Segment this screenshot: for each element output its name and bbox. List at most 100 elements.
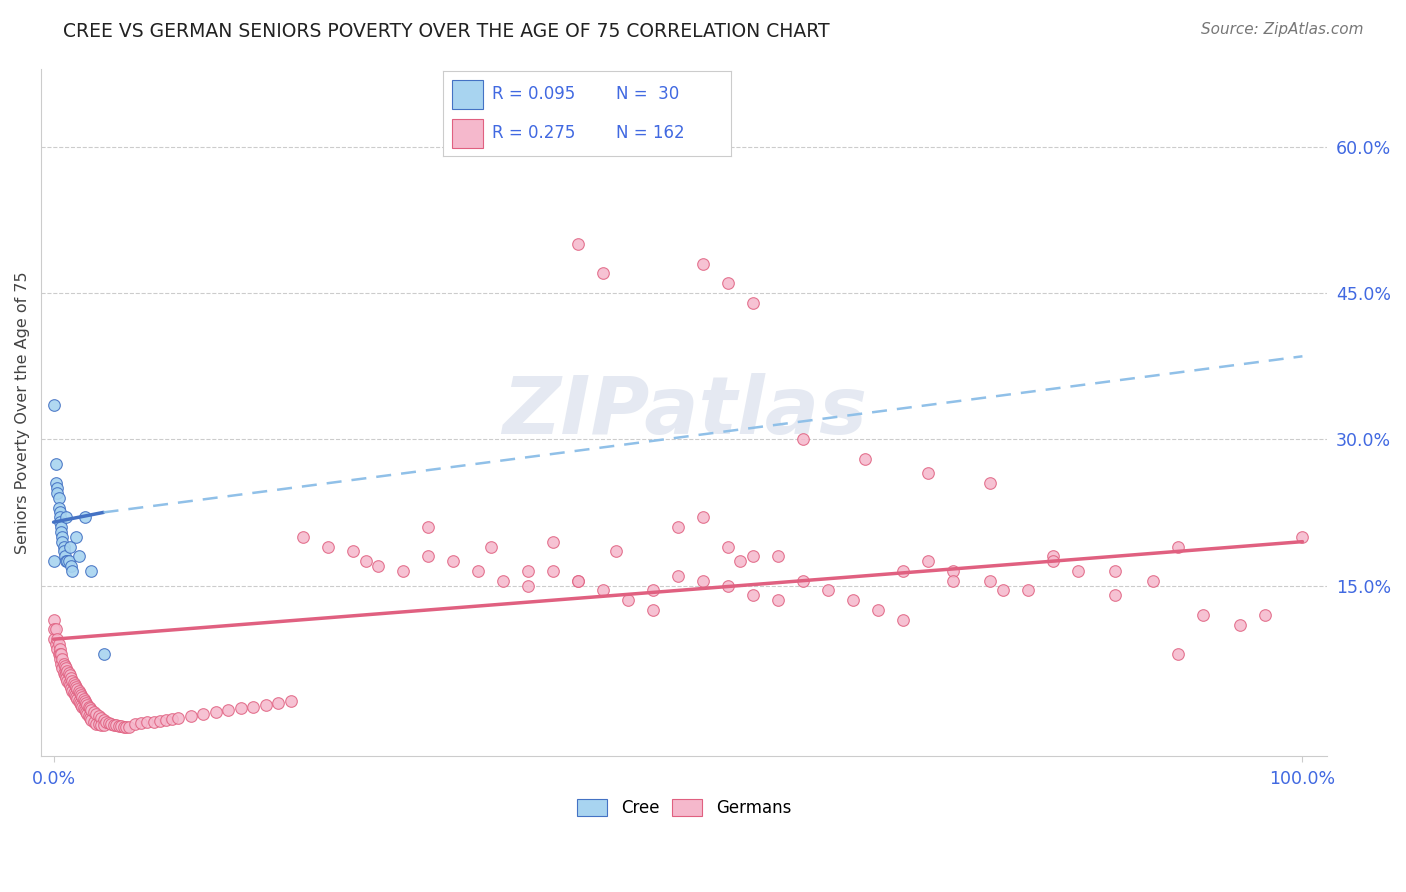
Point (49, 505, 72, 519)
Point (1104, 588, 1126, 602)
Point (62, 686, 84, 700)
Point (136, 715, 159, 730)
Point (42, 623, 65, 637)
Y-axis label: Seniors Poverty Over the Age of 75: Seniors Poverty Over the Age of 75 (15, 271, 30, 554)
Point (55, 661, 77, 675)
Point (205, 706, 228, 720)
Point (917, 554, 939, 568)
Point (73, 510, 96, 524)
Point (75, 706, 97, 720)
Point (354, 554, 377, 568)
Point (76, 707, 98, 722)
Point (70, 698, 93, 712)
Point (254, 698, 277, 712)
Point (605, 544, 627, 558)
Point (991, 583, 1014, 598)
Point (666, 139, 689, 153)
Point (73, 703, 96, 717)
Point (1167, 540, 1189, 554)
Point (541, 534, 564, 549)
Point (541, 564, 564, 578)
Point (692, 574, 714, 588)
Point (65, 690, 87, 704)
Point (72, 699, 94, 714)
Point (49, 651, 72, 665)
Point (73, 693, 96, 707)
Point (1229, 617, 1251, 632)
Point (1017, 583, 1039, 598)
Point (891, 613, 914, 627)
Point (229, 701, 252, 715)
Point (60, 559, 83, 574)
Point (59, 668, 82, 682)
Point (280, 693, 302, 707)
Point (49, 647, 72, 661)
Point (1142, 574, 1164, 588)
Point (692, 257, 714, 271)
Point (56, 554, 79, 568)
Point (617, 593, 640, 607)
Point (112, 720, 135, 734)
Point (55, 671, 77, 685)
Point (717, 578, 740, 592)
Point (94, 715, 117, 730)
Point (103, 718, 125, 732)
Point (49, 524, 72, 539)
Bar (451, 119, 484, 147)
Point (60, 671, 83, 685)
Point (162, 712, 184, 726)
Point (79, 701, 101, 715)
Point (479, 540, 502, 554)
Text: R = 0.095: R = 0.095 (492, 86, 575, 103)
Point (467, 564, 489, 578)
Point (51, 530, 73, 544)
Point (53, 658, 76, 673)
Point (42, 554, 65, 568)
Point (46, 632, 69, 647)
Point (90, 718, 112, 732)
Point (52, 657, 75, 671)
Point (742, 295, 765, 310)
Point (62, 676, 84, 690)
Point (69, 696, 91, 710)
Point (60, 564, 83, 578)
Point (107, 719, 129, 733)
Point (717, 540, 740, 554)
Point (567, 237, 589, 252)
Point (817, 583, 839, 598)
Point (58, 554, 80, 568)
Point (60, 684, 83, 698)
Point (93, 713, 115, 727)
Point (48, 647, 70, 661)
Point (80, 703, 103, 717)
Point (42, 398, 65, 412)
Point (52, 540, 75, 554)
Point (742, 588, 765, 602)
Point (853, 451, 876, 466)
Point (149, 714, 172, 728)
Point (67, 693, 90, 707)
Legend: Cree, Germans: Cree, Germans (571, 792, 797, 823)
Point (641, 583, 664, 598)
Point (792, 574, 814, 588)
Point (55, 554, 77, 568)
Point (65, 680, 87, 694)
Point (66, 681, 89, 696)
Point (1291, 530, 1313, 544)
Point (52, 666, 75, 681)
Point (51, 661, 73, 675)
Point (49, 657, 72, 671)
Point (49, 647, 72, 661)
Point (93, 647, 115, 661)
Point (56, 665, 79, 679)
Point (49, 642, 72, 657)
Point (105, 718, 128, 732)
Point (418, 520, 440, 534)
Point (63, 678, 86, 692)
Point (866, 603, 889, 617)
Point (792, 432, 814, 446)
Point (517, 564, 540, 578)
Point (65, 530, 87, 544)
Point (110, 719, 132, 733)
Point (76, 698, 98, 712)
